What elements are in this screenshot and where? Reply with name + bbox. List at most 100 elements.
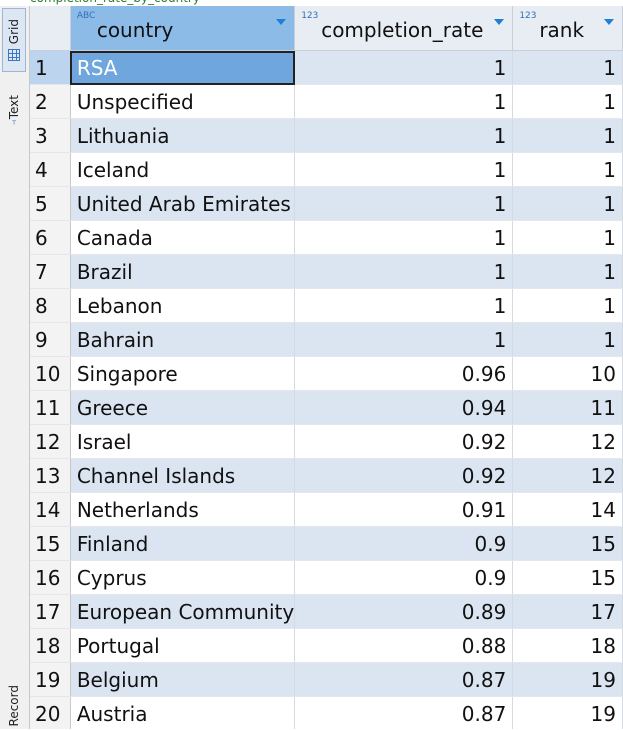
results-grid[interactable]: ABC country 123 completion_rate 12 3 [30,6,623,729]
cell-completion-rate[interactable]: 1 [294,84,514,119]
cell-country[interactable]: United Arab Emirates [70,186,296,221]
cell-completion-rate[interactable]: 0.94 [294,390,514,425]
cell-completion-rate[interactable]: 0.89 [294,594,514,629]
table-row[interactable]: 17 European Community 0.89 17 [30,594,623,629]
table-row[interactable]: 4 Iceland 1 1 [30,152,623,187]
row-number-header[interactable] [30,6,71,51]
cell-completion-rate[interactable]: 0.91 [294,492,514,527]
cell-country[interactable]: Lebanon [70,288,296,323]
cell-country[interactable]: RSA [70,50,296,85]
cell-completion-rate[interactable]: 0.88 [294,628,514,663]
cell-country[interactable]: Canada [70,220,296,255]
cell-rank[interactable]: 17 [512,594,623,629]
cell-rank[interactable]: 15 [512,560,623,595]
cell-rank[interactable]: 1 [512,254,623,289]
cell-country[interactable]: Brazil [70,254,296,289]
row-number[interactable]: 19 [30,662,71,697]
cell-country[interactable]: Greece [70,390,296,425]
sort-arrow-icon[interactable] [494,19,505,25]
cell-country[interactable]: Portugal [70,628,296,663]
row-number[interactable]: 13 [30,458,71,493]
cell-country[interactable]: Unspecified [70,84,296,119]
table-row[interactable]: 2 Unspecified 1 1 [30,84,623,119]
column-header-country[interactable]: ABC country [70,6,296,51]
row-number[interactable]: 14 [30,492,71,527]
table-row[interactable]: 10 Singapore 0.96 10 [30,356,623,391]
cell-completion-rate[interactable]: 1 [294,220,514,255]
table-row[interactable]: 3 Lithuania 1 1 [30,118,623,153]
column-header-completion-rate[interactable]: 123 completion_rate [294,6,514,51]
row-number[interactable]: 20 [30,696,71,729]
record-view-tab[interactable]: Record [2,682,26,730]
cell-completion-rate[interactable]: 1 [294,50,514,85]
row-number[interactable]: 4 [30,152,71,187]
cell-country[interactable]: Israel [70,424,296,459]
row-number[interactable]: 5 [30,186,71,221]
cell-completion-rate[interactable]: 1 [294,322,514,357]
row-number[interactable]: 9 [30,322,71,357]
cell-country[interactable]: Bahrain [70,322,296,357]
cell-rank[interactable]: 1 [512,118,623,153]
cell-rank[interactable]: 11 [512,390,623,425]
cell-country[interactable]: Belgium [70,662,296,697]
table-row[interactable]: 7 Brazil 1 1 [30,254,623,289]
cell-country[interactable]: Netherlands [70,492,296,527]
table-row[interactable]: 16 Cyprus 0.9 15 [30,560,623,595]
sort-arrow-icon[interactable] [276,19,287,25]
cell-completion-rate[interactable]: 0.9 [294,560,514,595]
cell-rank[interactable]: 1 [512,322,623,357]
table-row[interactable]: 1 RSA 1 1 [30,50,623,85]
table-row[interactable]: 9 Bahrain 1 1 [30,322,623,357]
cell-rank[interactable]: 1 [512,84,623,119]
row-number[interactable]: 10 [30,356,71,391]
cell-rank[interactable]: 1 [512,220,623,255]
cell-country[interactable]: Iceland [70,152,296,187]
cell-rank[interactable]: 19 [512,662,623,697]
row-number[interactable]: 8 [30,288,71,323]
row-number[interactable]: 6 [30,220,71,255]
cell-rank[interactable]: 12 [512,458,623,493]
row-number[interactable]: 17 [30,594,71,629]
table-row[interactable]: 6 Canada 1 1 [30,220,623,255]
cell-rank[interactable]: 15 [512,526,623,561]
table-row[interactable]: 5 United Arab Emirates 1 1 [30,186,623,221]
cell-rank[interactable]: 19 [512,696,623,729]
table-row[interactable]: 18 Portugal 0.88 18 [30,628,623,663]
table-row[interactable]: 13 Channel Islands 0.92 12 [30,458,623,493]
cell-country[interactable]: Lithuania [70,118,296,153]
cell-completion-rate[interactable]: 0.92 [294,424,514,459]
cell-country[interactable]: Channel Islands [70,458,296,493]
row-number[interactable]: 18 [30,628,71,663]
cell-rank[interactable]: 18 [512,628,623,663]
cell-completion-rate[interactable]: 0.9 [294,526,514,561]
cell-completion-rate[interactable]: 1 [294,118,514,153]
row-number[interactable]: 15 [30,526,71,561]
cell-country[interactable]: Cyprus [70,560,296,595]
cell-country[interactable]: Austria [70,696,296,729]
cell-completion-rate[interactable]: 1 [294,152,514,187]
row-number[interactable]: 1 [30,50,71,85]
table-row[interactable]: 8 Lebanon 1 1 [30,288,623,323]
column-header-rank[interactable]: 123 rank [512,6,623,51]
row-number[interactable]: 11 [30,390,71,425]
cell-rank[interactable]: 14 [512,492,623,527]
cell-rank[interactable]: 12 [512,424,623,459]
cell-completion-rate[interactable]: 1 [294,254,514,289]
table-row[interactable]: 11 Greece 0.94 11 [30,390,623,425]
cell-completion-rate[interactable]: 0.87 [294,662,514,697]
cell-completion-rate[interactable]: 0.87 [294,696,514,729]
table-row[interactable]: 12 Israel 0.92 12 [30,424,623,459]
cell-country[interactable]: Finland [70,526,296,561]
sort-arrow-icon[interactable] [604,19,614,25]
cell-country[interactable]: Singapore [70,356,296,391]
table-row[interactable]: 15 Finland 0.9 15 [30,526,623,561]
cell-rank[interactable]: 1 [512,288,623,323]
cell-rank[interactable]: 1 [512,186,623,221]
cell-completion-rate[interactable]: 0.92 [294,458,514,493]
table-row[interactable]: 14 Netherlands 0.91 14 [30,492,623,527]
cell-country[interactable]: European Community [70,594,296,629]
cell-completion-rate[interactable]: 0.96 [294,356,514,391]
row-number[interactable]: 3 [30,118,71,153]
row-number[interactable]: 12 [30,424,71,459]
cell-rank[interactable]: 1 [512,50,623,85]
